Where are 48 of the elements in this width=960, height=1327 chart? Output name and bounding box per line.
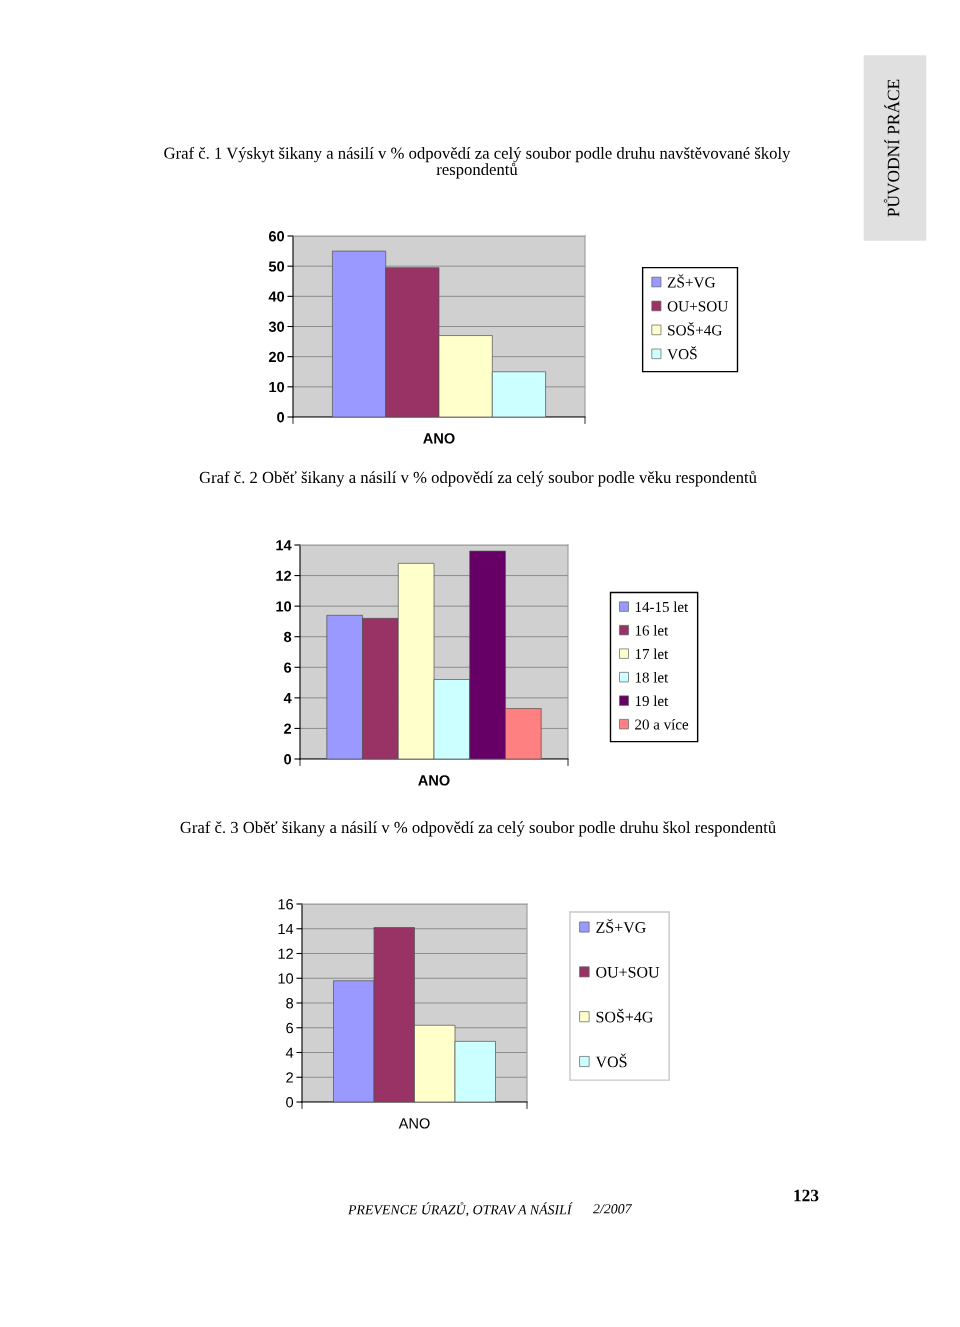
y-tick-label: 8 [286, 998, 294, 1009]
y-tick-label: 2 [284, 723, 292, 734]
y-tick-label: 14 [276, 540, 292, 551]
chart-title: Graf č. 2 Oběť šikany a násilí v % odpovědí za celý soubor podle věku respondentů [199, 470, 757, 487]
y-tick-label: 4 [285, 1047, 294, 1058]
y-tick-label: 2 [286, 1072, 293, 1083]
legend-label: 18 let [635, 672, 669, 683]
y-tick-label: 0 [286, 1097, 294, 1108]
text: 2/2007 [593, 1204, 633, 1214]
y-tick-label: 0 [284, 754, 292, 765]
y-tick-label: 16 [278, 899, 294, 910]
legend-label: ZŠ+VG [596, 918, 646, 933]
y-tick-label: 60 [268, 231, 285, 242]
legend-label: OU+SOU [667, 301, 729, 312]
y-tick-label: 30 [268, 321, 285, 332]
y-tick-label: 12 [278, 948, 293, 959]
y-tick-label: 14 [278, 924, 294, 935]
legend-label: VOŠ [667, 346, 697, 360]
y-tick-label: 6 [284, 662, 292, 673]
y-tick-label: 10 [276, 601, 292, 612]
x-axis-title: ANO [398, 1118, 430, 1129]
x-axis-title: ANO [418, 775, 450, 786]
legend-label: SOŠ+4G [596, 1008, 653, 1023]
legend-label: 16 let [635, 625, 669, 636]
legend-label: SOŠ+4G [668, 322, 722, 336]
legend-label: 19 let [635, 695, 669, 707]
text: PREVENCE ÚRAZŮ, OTRAV A NÁSILÍ [347, 1201, 573, 1217]
y-tick-label: 0 [277, 412, 285, 423]
legend-label: ZŠ+VG [667, 274, 716, 288]
y-tick-label: 6 [286, 1022, 294, 1034]
legend-label: 14-15 let [635, 601, 689, 613]
y-tick-label: 10 [278, 973, 294, 984]
legend-label: 20 a více [635, 718, 689, 730]
x-axis-title: ANO [423, 433, 455, 444]
text: 123 [794, 1189, 819, 1202]
chart-title: Graf č. 1 Výskyt šikany a násilí v % odpovědí za celý soubor podle druhu navštěvované školy respondentů [164, 146, 791, 179]
y-tick-label: 12 [276, 570, 292, 581]
y-tick-label: 8 [284, 631, 292, 643]
y-tick-label: 10 [269, 381, 285, 393]
text: PŮVODNÍ PRÁCE [883, 79, 900, 217]
y-tick-label: 20 [268, 351, 285, 363]
legend-label: 17 let [635, 648, 669, 660]
y-tick-label: 50 [268, 261, 285, 272]
chart-title: Graf č. 3 Oběť šikany a násilí v % odpovědí za celý soubor podle druhu škol respondentů [180, 820, 776, 837]
y-tick-label: 4 [283, 693, 292, 704]
y-tick-label: 40 [268, 291, 285, 302]
legend-label: VOŠ [595, 1053, 627, 1068]
legend-label: OU+SOU [596, 966, 660, 978]
